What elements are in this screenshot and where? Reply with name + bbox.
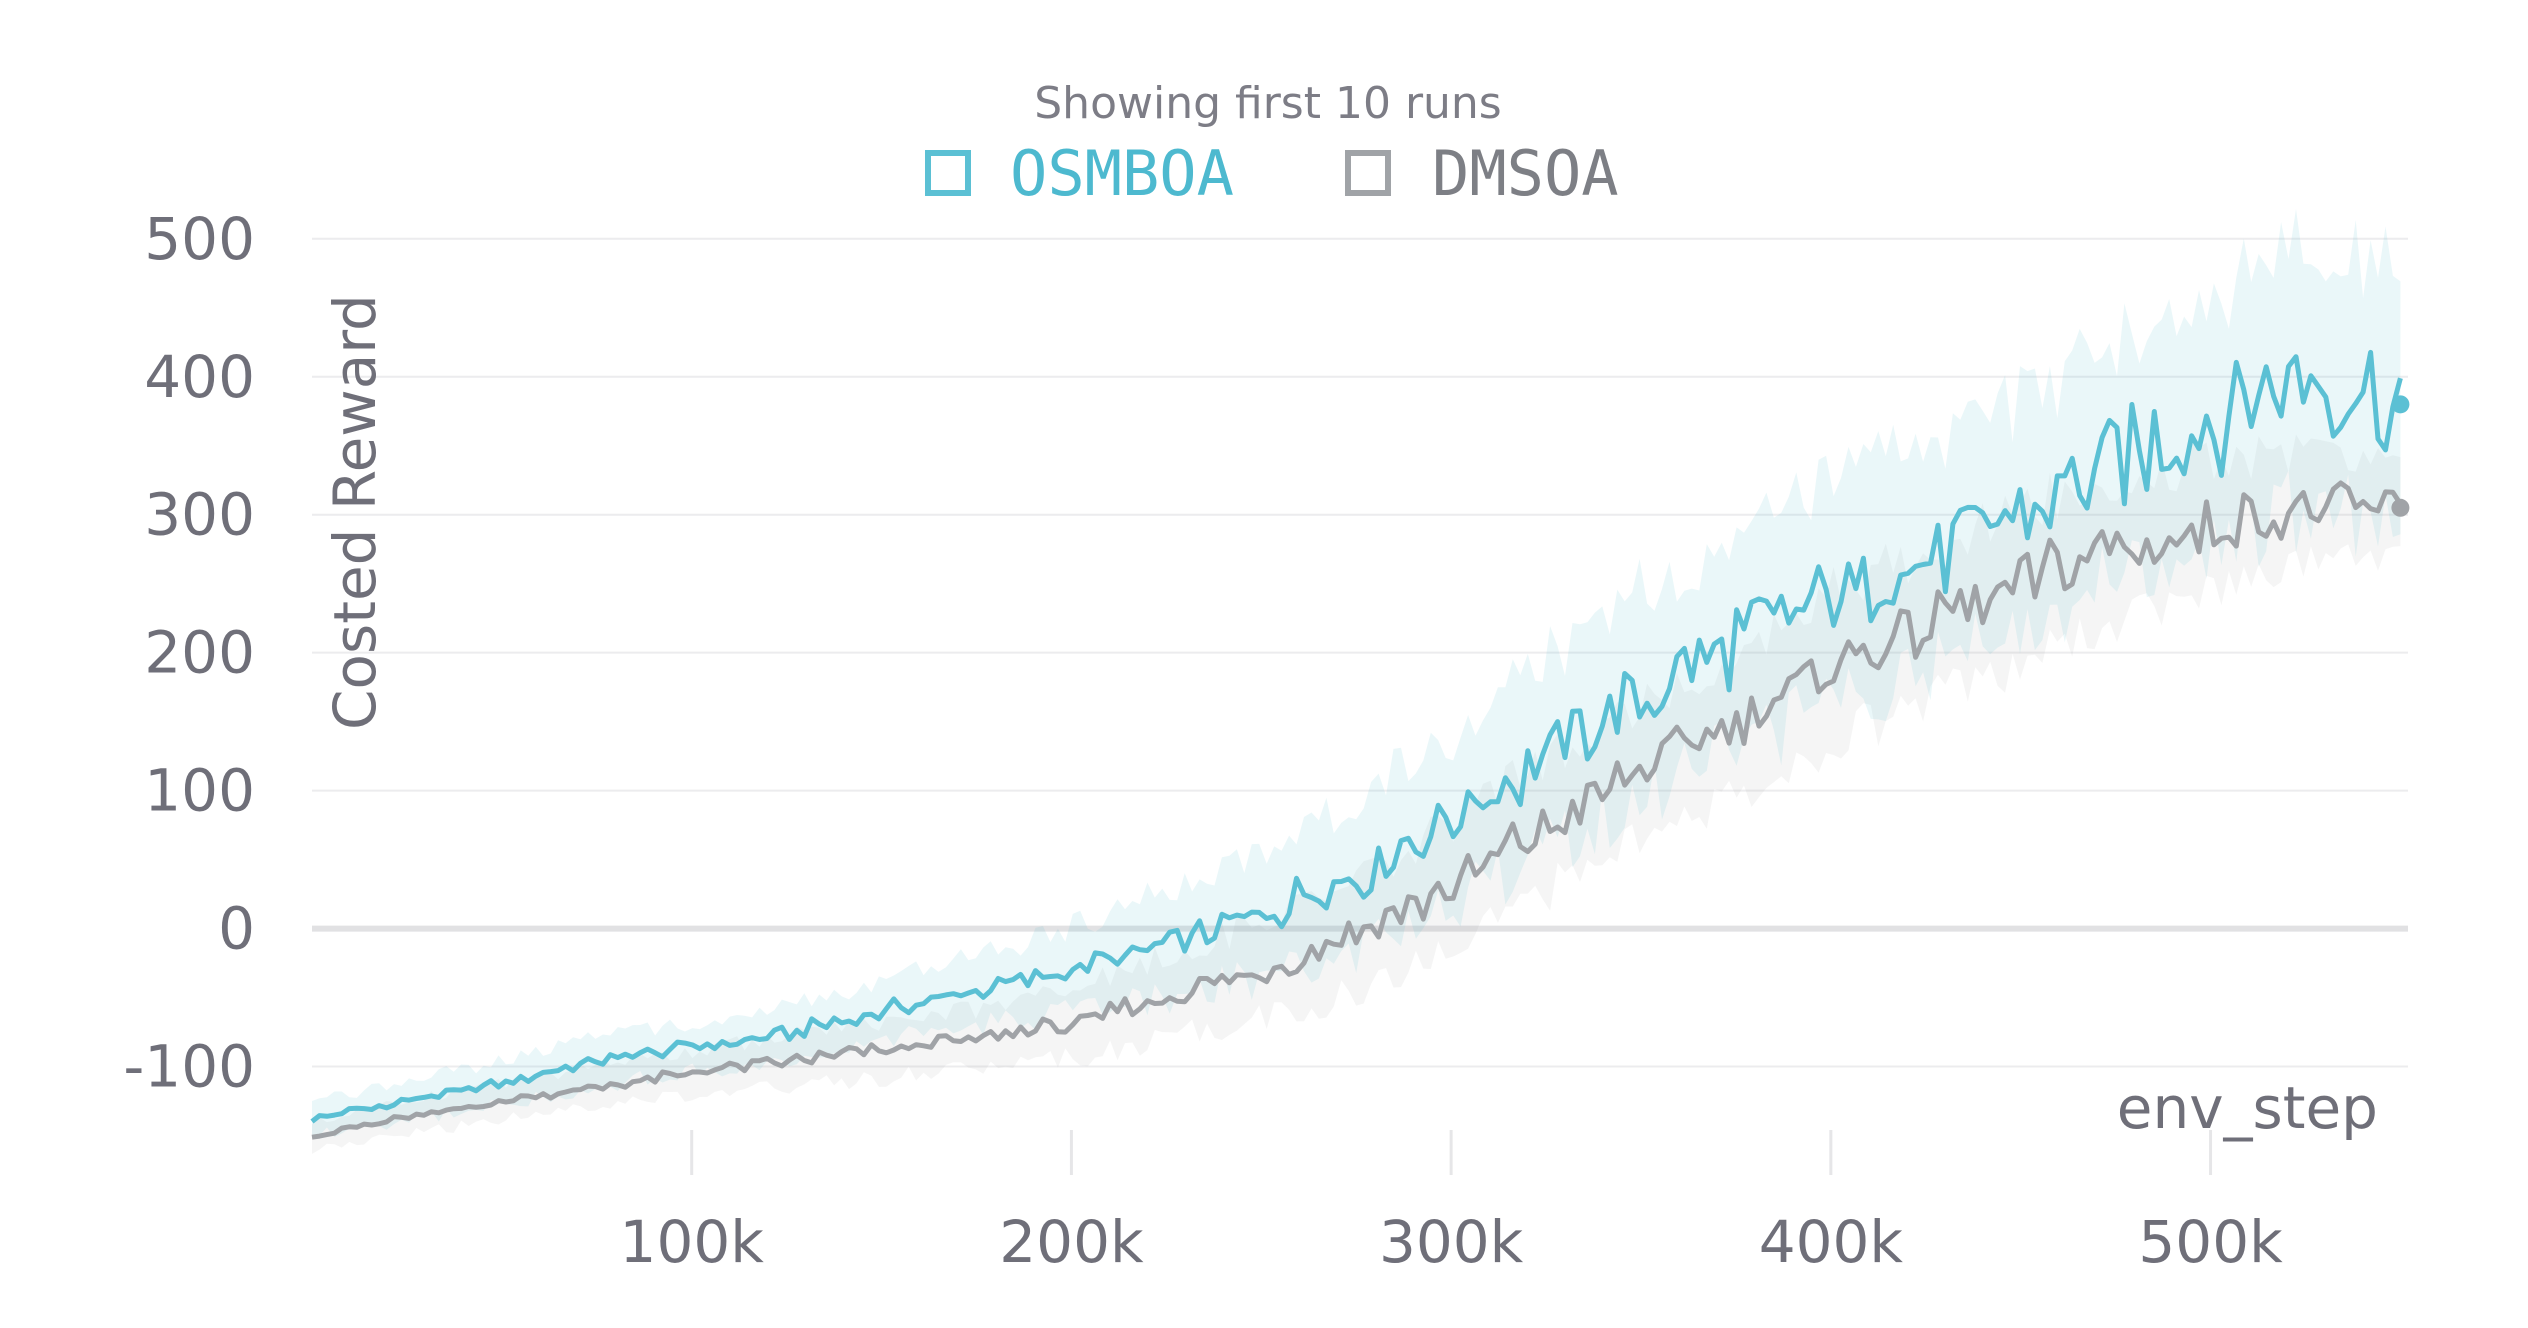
confidence-bands: [312, 209, 2401, 1154]
legend-label-dmsoa: DMSOA: [1432, 137, 1619, 210]
line-osmboa[interactable]: [310, 349, 2403, 1124]
y-axis-ticks: 500 400 300 200 100 0 -100: [123, 205, 255, 1101]
legend-label-osmboa: OSMBOA: [1010, 137, 1234, 210]
grid: [312, 237, 2408, 1068]
x-tick-label: 100k: [620, 1208, 765, 1276]
series-lines: [310, 349, 2403, 1140]
y-axis-label: Costed Reward: [321, 294, 389, 730]
y-tick-label: -100: [123, 1033, 255, 1101]
band-dmsoa: [312, 434, 2401, 1154]
y-tick-label: 500: [144, 205, 255, 273]
x-axis-ticks: 100k 200k 300k 400k 500k: [620, 1130, 2283, 1276]
band-osmboa: [312, 209, 2401, 1137]
x-tick-label: 400k: [1759, 1208, 1904, 1276]
x-tick-label: 300k: [1379, 1208, 1524, 1276]
y-tick-label: 400: [144, 343, 255, 411]
legend-item-dmsoa[interactable]: DMSOA: [1345, 137, 1619, 210]
endpoint-dmsoa: [2391, 498, 2410, 517]
legend-swatch-dmsoa: [1345, 150, 1391, 196]
line-dmsoa[interactable]: [311, 480, 2403, 1140]
legend-item-osmboa[interactable]: OSMBOA: [925, 137, 1234, 210]
y-tick-label: 100: [144, 757, 255, 825]
y-tick-label: 0: [218, 895, 255, 963]
legend-swatch-osmboa: [925, 150, 971, 196]
x-tick-label: 500k: [2138, 1208, 2283, 1276]
legend: Showing first 10 runs OSMBOA DMSOA: [925, 78, 1619, 210]
legend-subtitle: Showing first 10 runs: [1034, 78, 1501, 129]
y-tick-label: 200: [144, 619, 255, 687]
x-tick-label: 200k: [999, 1208, 1144, 1276]
endpoint-osmboa: [2391, 395, 2410, 414]
series-endpoints: [2391, 395, 2410, 517]
y-tick-label: 300: [144, 481, 255, 549]
x-axis-label: env_step: [2117, 1074, 2378, 1142]
